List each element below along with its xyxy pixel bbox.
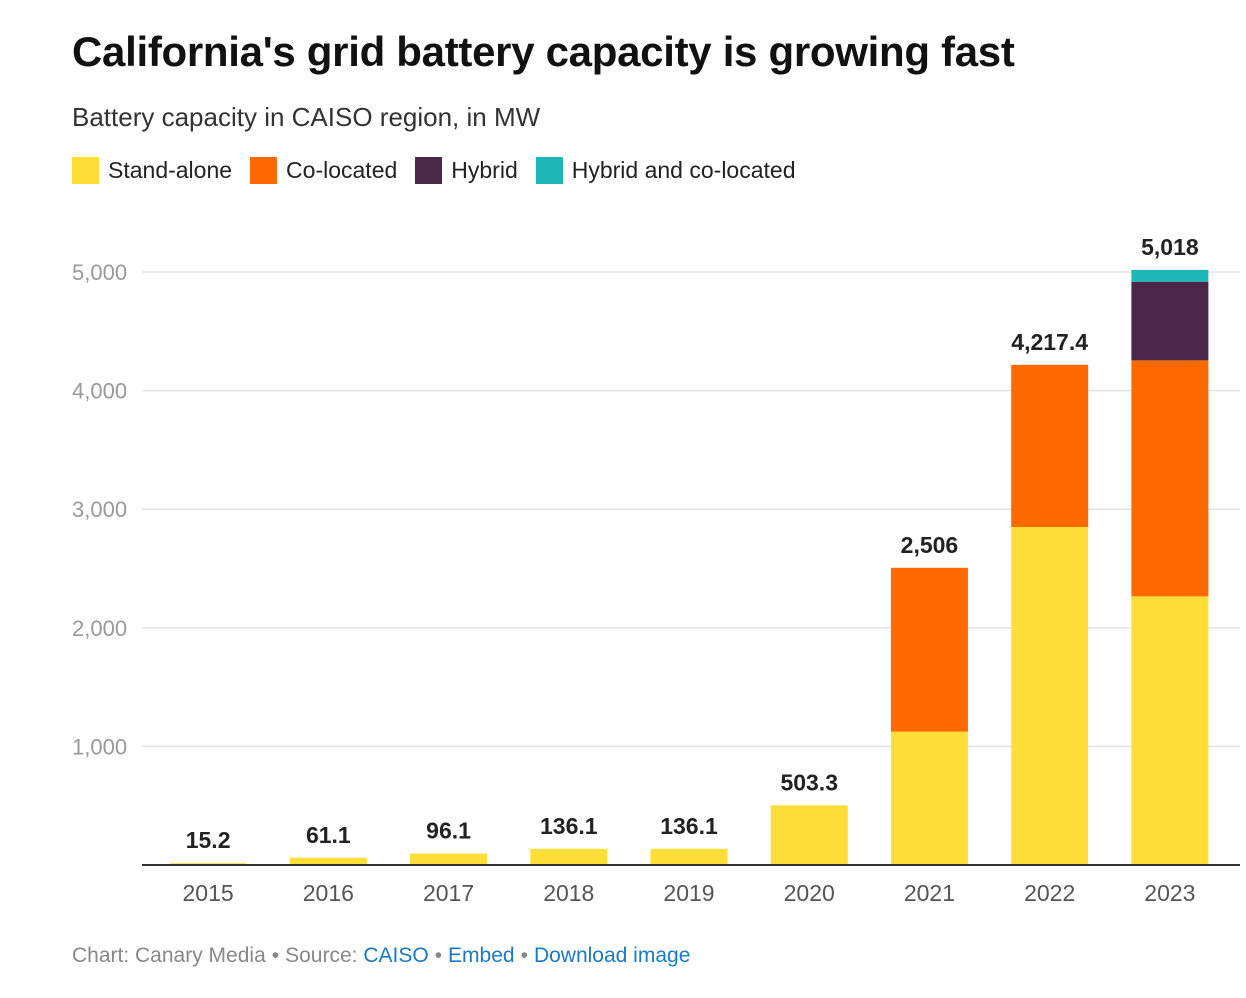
legend-swatch-co-located (250, 157, 278, 184)
bar-total-label: 2,506 (901, 532, 959, 558)
bar-total-label: 15.2 (186, 827, 231, 853)
bar-segment-stand-alone (1011, 526, 1089, 865)
x-tick-label: 2018 (543, 880, 594, 906)
chart-footer: Chart: Canary Media • Source: CAISO • Embed •… (72, 944, 690, 968)
download-image-link[interactable]: Download image (533, 944, 691, 967)
x-tick-label: 2017 (423, 880, 474, 906)
legend-item-stand-alone: Stand-alone (72, 157, 232, 184)
bar-segment-stand-alone (1131, 596, 1209, 865)
bar-segment-hybrid-and-co-located (1131, 269, 1209, 282)
footer-separator: • (434, 944, 443, 967)
chart-credit: Chart: Canary Media (72, 944, 266, 967)
y-tick-label: 2,000 (72, 616, 127, 641)
bar-segment-stand-alone (530, 848, 608, 865)
bar-total-label: 503.3 (780, 769, 838, 795)
legend-swatch-stand-alone (72, 157, 99, 184)
bar-segment-stand-alone (770, 805, 848, 865)
bar-total-label: 136.1 (540, 813, 598, 839)
bar-total-label: 96.1 (426, 818, 471, 844)
x-tick-label: 2023 (1144, 880, 1195, 906)
chart-title: California's grid battery capacity is gr… (72, 28, 1015, 75)
x-tick-label: 2019 (663, 880, 714, 906)
bar-total-label: 5,018 (1141, 234, 1199, 260)
footer-separator: • (520, 944, 528, 967)
source-label: Source: (285, 944, 358, 967)
bar-segment-stand-alone (410, 853, 488, 865)
x-tick-label: 2020 (784, 880, 835, 906)
bar-total-label: 136.1 (660, 813, 718, 839)
legend-item-hybrid-and-co-located: Hybrid and co-located (535, 157, 796, 184)
bar-segment-hybrid (1131, 281, 1209, 361)
embed-link[interactable]: Embed (448, 944, 515, 967)
bar-segment-co-located (890, 567, 968, 732)
y-tick-label: 3,000 (72, 497, 127, 522)
bar-segment-stand-alone (289, 857, 367, 865)
bar-segment-stand-alone (890, 731, 968, 865)
legend-label-co-located: Co-located (286, 157, 398, 183)
y-tick-label: 5,000 (72, 260, 127, 285)
bar-segment-stand-alone (650, 848, 728, 865)
x-tick-label: 2016 (303, 880, 354, 906)
legend-swatch-hybrid (415, 157, 443, 184)
legend-item-hybrid: Hybrid (415, 157, 518, 184)
legend-label-hybrid: Hybrid (451, 157, 518, 183)
y-tick-label: 4,000 (72, 379, 127, 404)
legend: Stand-alone Co-located Hybrid Hybrid and… (72, 157, 813, 184)
legend-swatch-hybrid-and-co-located (535, 157, 563, 184)
bar-chart: 1,000 2,000 3,000 4,000 5,000 15.2 2015 61.1 201… (72, 234, 1240, 906)
source-link-caiso[interactable]: CAISO (363, 944, 429, 967)
y-tick-label: 1,000 (72, 734, 127, 759)
x-tick-label: 2021 (904, 880, 955, 906)
x-tick-label: 2015 (183, 880, 234, 906)
bar-segment-co-located (1011, 364, 1089, 527)
footer-separator: • (271, 944, 280, 967)
legend-label-stand-alone: Stand-alone (108, 157, 233, 183)
bar-total-label: 4,217.4 (1011, 329, 1088, 355)
legend-item-co-located: Co-located (250, 157, 397, 184)
bar-total-label: 61.1 (306, 822, 351, 848)
bar-segment-co-located (1131, 360, 1209, 597)
chart-subtitle: Battery capacity in CAISO region, in MW (72, 102, 541, 132)
x-tick-label: 2022 (1024, 880, 1075, 906)
legend-label-hybrid-and-co-located: Hybrid and co-located (571, 157, 796, 183)
